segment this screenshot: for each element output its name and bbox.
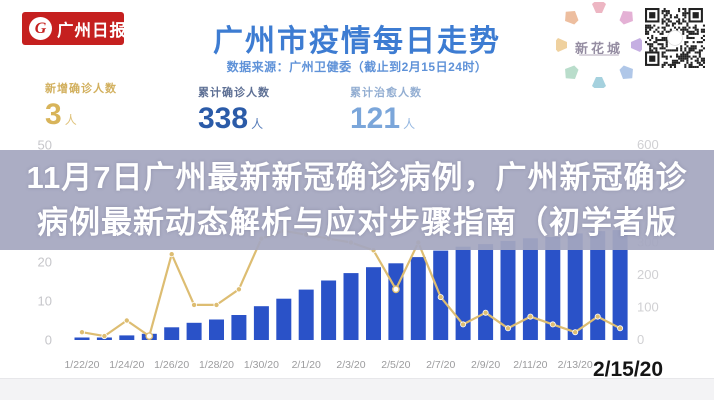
page-title: 广州市疫情每日走势 bbox=[213, 25, 501, 58]
qr-code bbox=[645, 8, 705, 68]
bar bbox=[164, 327, 180, 340]
x-axis-tick: 1/28/20 bbox=[199, 359, 234, 371]
line-marker bbox=[527, 313, 534, 320]
x-axis-tick: 1/24/20 bbox=[109, 359, 144, 371]
bar bbox=[343, 273, 359, 340]
line-marker bbox=[460, 321, 467, 328]
left-axis-tick: 50 bbox=[38, 138, 52, 153]
bars-series bbox=[74, 230, 628, 340]
data-source-note: 数据来源：广州卫健委（截止到2月15日24时） bbox=[226, 60, 488, 74]
bar bbox=[231, 315, 247, 340]
huacheng-flower-logo: 新花城 bbox=[552, 0, 646, 92]
headline-line-1: 11月7日广州最新新冠确诊病例，广州新冠确诊 bbox=[26, 160, 688, 195]
highlighted-date-label: 2/15/20 bbox=[593, 358, 663, 381]
stat-label: 新增确诊人数 bbox=[45, 83, 117, 95]
x-axis-tick: 1/26/20 bbox=[154, 359, 189, 371]
left-axis-tick: 20 bbox=[38, 255, 52, 270]
newspaper-logo: G 广州日报 bbox=[22, 12, 127, 45]
x-axis-tick: 2/5/20 bbox=[381, 359, 410, 371]
bar bbox=[253, 306, 269, 340]
bar bbox=[276, 298, 292, 340]
bar bbox=[388, 263, 404, 340]
bar bbox=[186, 322, 202, 340]
bar bbox=[612, 230, 628, 340]
huacheng-tagline bbox=[579, 54, 619, 56]
right-axis-tick: 100 bbox=[637, 300, 659, 315]
line-marker bbox=[101, 333, 108, 340]
stat-value: 121 人 bbox=[350, 102, 416, 135]
newspaper-logo-text: 广州日报 bbox=[57, 20, 127, 40]
line-marker bbox=[482, 309, 489, 316]
x-axis-tick: 2/1/20 bbox=[292, 359, 321, 371]
bar bbox=[119, 335, 135, 340]
bar bbox=[478, 244, 494, 340]
huacheng-logo-text: 新花城 bbox=[574, 41, 623, 56]
line-marker bbox=[549, 321, 556, 328]
stat-label: 累计治愈人数 bbox=[350, 87, 422, 99]
right-axis-tick: 0 bbox=[637, 332, 644, 347]
line-marker bbox=[168, 251, 175, 258]
bar bbox=[298, 289, 314, 340]
line-marker bbox=[213, 301, 220, 308]
right-axis-tick: 600 bbox=[637, 137, 659, 152]
x-axis-tick: 1/30/20 bbox=[244, 359, 279, 371]
x-axis-tick: 2/7/20 bbox=[426, 359, 455, 371]
bar bbox=[410, 257, 426, 340]
bar bbox=[590, 231, 606, 340]
line-marker bbox=[145, 332, 154, 340]
left-axis-tick: 10 bbox=[38, 294, 52, 309]
bar bbox=[209, 319, 224, 340]
flower-ring-icon bbox=[552, 0, 646, 92]
line-marker bbox=[594, 313, 601, 320]
line-marker bbox=[123, 317, 130, 324]
right-axis-tick: 200 bbox=[637, 267, 659, 282]
bar bbox=[366, 267, 381, 340]
line-marker bbox=[617, 325, 624, 332]
left-axis-tick: 0 bbox=[45, 333, 52, 348]
stat-cumulative-cured: 累计治愈人数 121 人 bbox=[350, 84, 422, 135]
line-marker bbox=[504, 325, 511, 332]
bar bbox=[522, 238, 538, 340]
stat-label: 累计确诊人数 bbox=[198, 87, 270, 99]
bar bbox=[567, 233, 583, 340]
line-marker bbox=[391, 285, 400, 294]
x-axis-tick: 1/22/20 bbox=[64, 359, 99, 371]
x-axis-tick: 2/13/20 bbox=[558, 359, 593, 371]
line-marker bbox=[572, 329, 579, 336]
line-marker bbox=[437, 294, 444, 301]
stat-cumulative-confirmed: 累计确诊人数 338 人 bbox=[198, 84, 270, 135]
newspaper-emblem-icon: G bbox=[29, 17, 52, 40]
stat-value: 338 人 bbox=[198, 102, 264, 135]
headline-line-2: 病例最新动态解析与应对步骤指南（初学者版 bbox=[37, 205, 677, 240]
bar bbox=[321, 280, 337, 340]
qr-code-icon bbox=[645, 8, 705, 68]
x-axis-tick: 2/9/20 bbox=[471, 359, 500, 371]
headline-overlay-banner: 11月7日广州最新新冠确诊病例，广州新冠确诊 病例最新动态解析与应对步骤指南（初… bbox=[0, 150, 714, 250]
bar bbox=[500, 240, 516, 340]
bar bbox=[74, 337, 90, 340]
line-marker bbox=[191, 301, 198, 308]
bar bbox=[455, 246, 471, 340]
x-axis-tick: 2/3/20 bbox=[336, 359, 365, 371]
bottom-strip bbox=[0, 378, 714, 400]
line-marker bbox=[79, 329, 86, 336]
bar bbox=[545, 237, 561, 340]
x-axis-tick: 2/11/20 bbox=[513, 359, 547, 371]
line-marker bbox=[235, 286, 242, 293]
